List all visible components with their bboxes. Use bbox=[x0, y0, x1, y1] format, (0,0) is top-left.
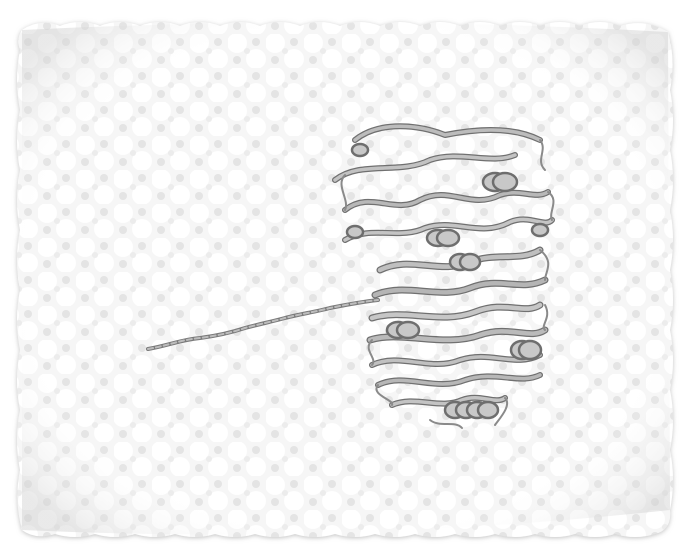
membrane-slab bbox=[17, 22, 673, 537]
protein-helices bbox=[345, 142, 550, 420]
protein-loops bbox=[340, 139, 555, 429]
protein-structure bbox=[146, 123, 555, 429]
